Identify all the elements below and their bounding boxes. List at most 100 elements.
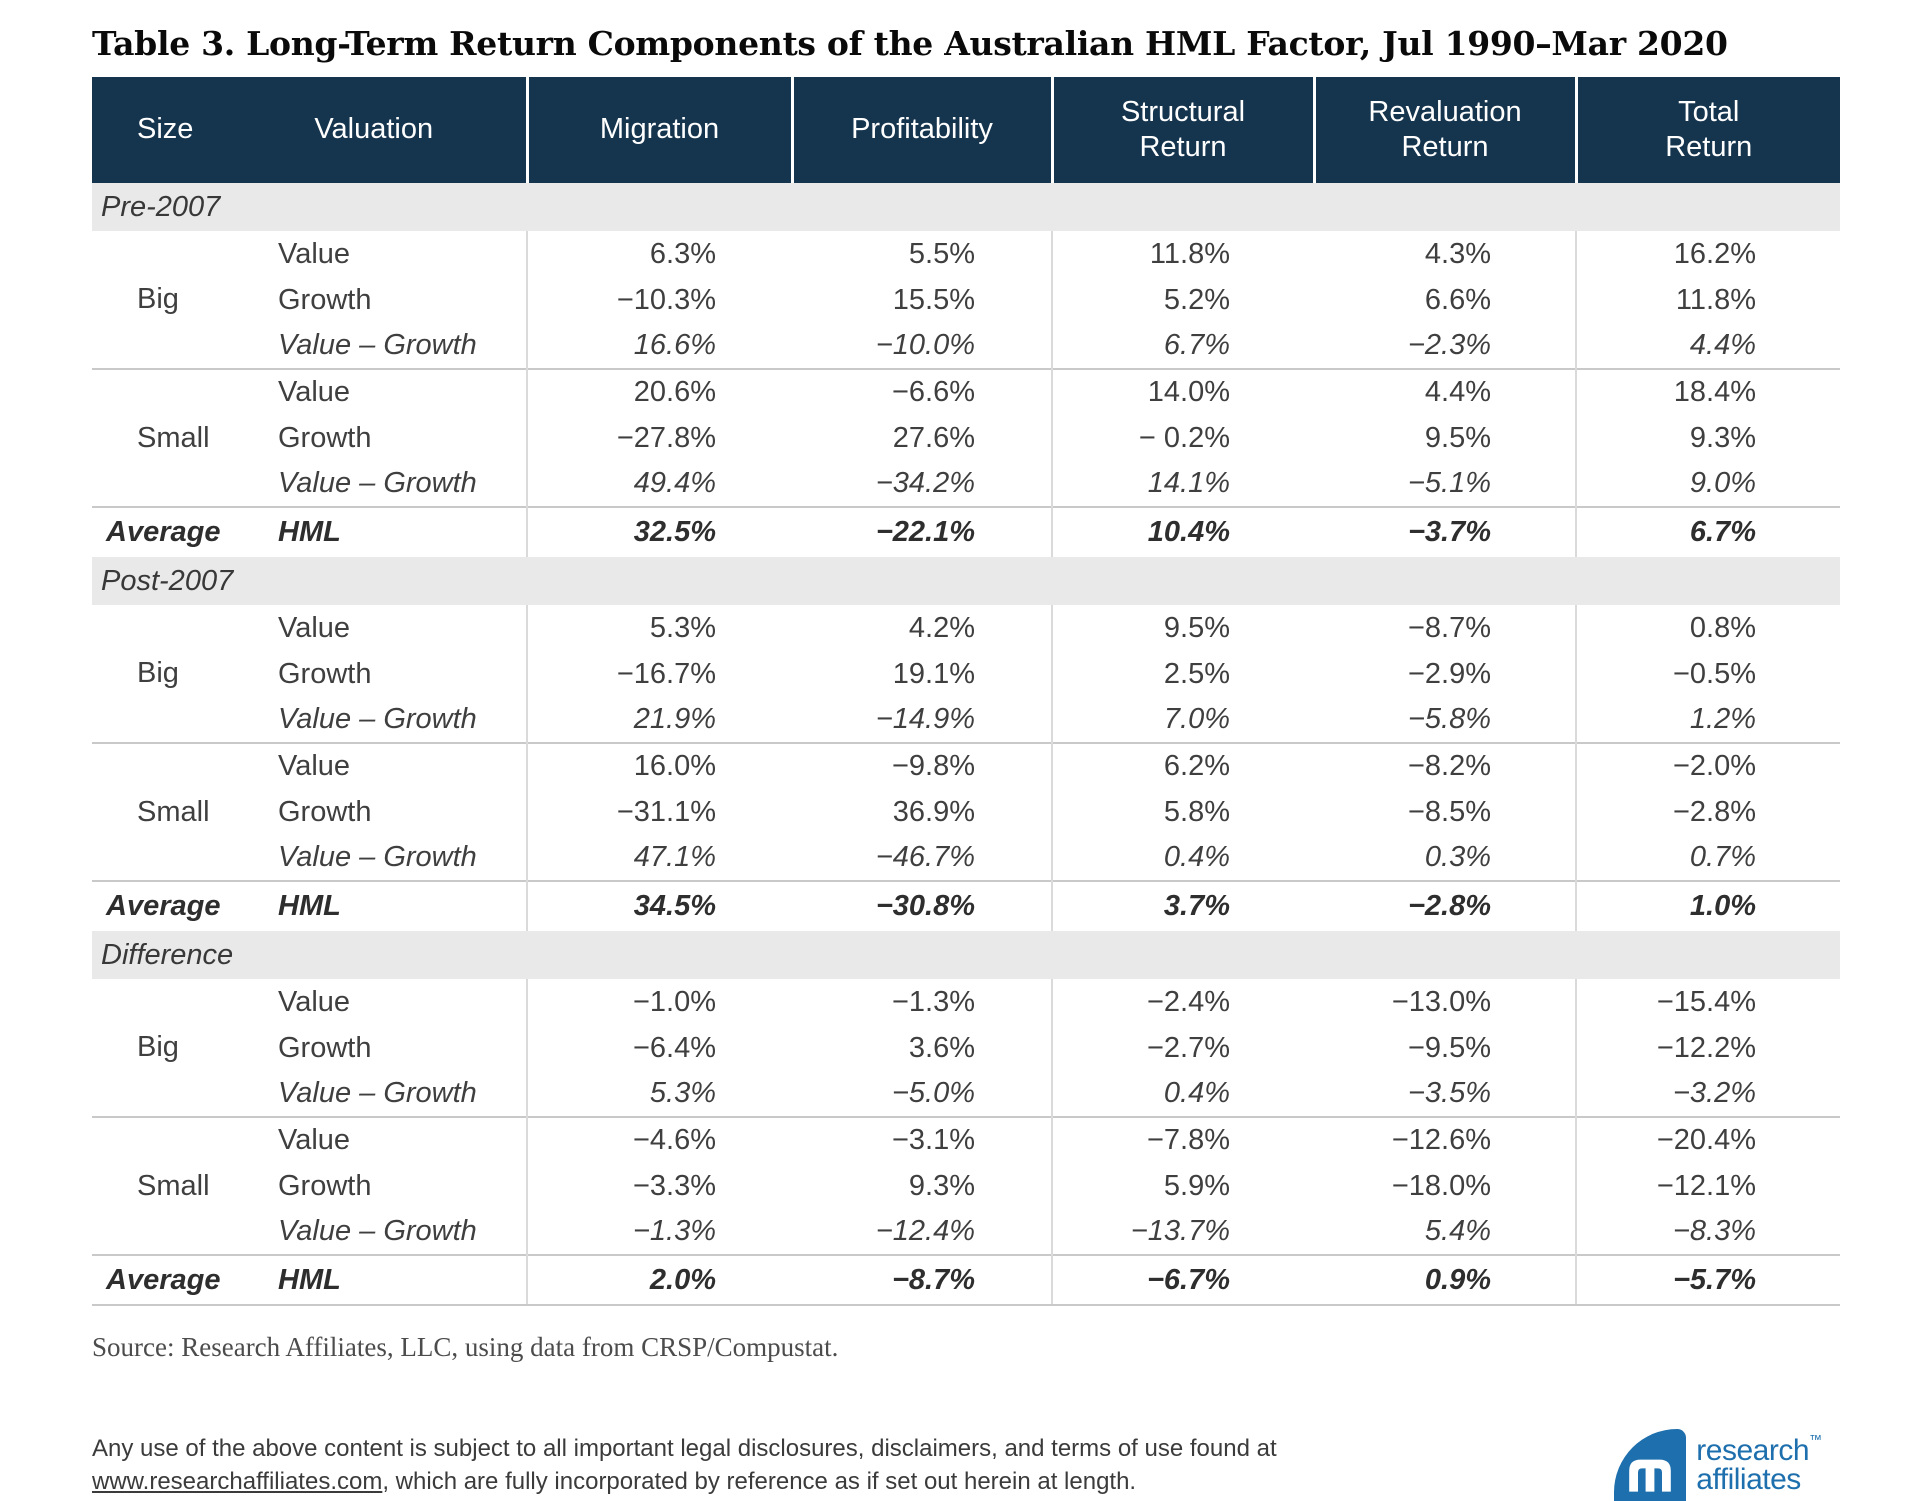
footer: Any use of the above content is subject …	[92, 1429, 1840, 1501]
value-cell: −6.4%	[527, 1025, 792, 1072]
value-cell: −3.1%	[792, 1116, 1053, 1164]
report-page: Table 3. Long-Term Return Components of …	[92, 0, 1840, 1501]
table-body: Pre-2007 Big Value 6.3% 5.5% 11.8% 4.3% 16.2% Gr…	[92, 183, 1840, 1307]
value-cell: −3.3%	[527, 1163, 792, 1210]
table-row: Small Value 16.0% −9.8% 6.2% −8.2% −2.0%	[92, 742, 1840, 882]
average-hml-cell: HML	[267, 1254, 528, 1307]
size-cell: Small	[92, 1116, 267, 1256]
average-row: Average HML 2.0% −8.7% −6.7% 0.9% −5.7%	[92, 1254, 1840, 1307]
valuation-cell: Growth	[267, 277, 528, 324]
table-row: Small Value 20.6% −6.6% 14.0% 4.4% 18.4%	[92, 368, 1840, 508]
value-cell: 16.6%	[527, 323, 792, 370]
value-cell: −8.3%	[1576, 1209, 1840, 1256]
valuation-cell: Growth	[267, 1163, 528, 1210]
value-cell: 5.8%	[1052, 789, 1314, 836]
header-size-valuation: Size Valuation	[92, 77, 527, 184]
average-value-cell: −6.7%	[1052, 1254, 1314, 1307]
average-value-cell: −22.1%	[792, 506, 1053, 558]
average-value-cell: −5.7%	[1576, 1254, 1840, 1307]
source-note: Source: Research Affiliates, LLC, using …	[92, 1332, 839, 1363]
value-cell: −1.0%	[527, 979, 792, 1026]
value-cell: −9.8%	[792, 742, 1053, 790]
value-cell: 9.5%	[1052, 605, 1314, 652]
valuation-cell: Value – Growth	[267, 835, 528, 882]
value-cell: −0.5%	[1576, 651, 1840, 698]
trademark-symbol: ™	[1809, 1431, 1822, 1447]
size-cell: Big	[92, 231, 267, 370]
average-row: Average HML 32.5% −22.1% 10.4% −3.7% 6.7%	[92, 506, 1840, 558]
average-label-cell: Average	[92, 1254, 267, 1307]
value-cell: 49.4%	[527, 461, 792, 508]
value-cell: −10.3%	[527, 277, 792, 324]
section-band-row: Difference	[92, 931, 1840, 980]
value-cell: 9.5%	[1314, 415, 1577, 462]
value-cell: −2.3%	[1314, 323, 1577, 370]
value-cell: 18.4%	[1576, 368, 1840, 416]
value-cell: −27.8%	[527, 415, 792, 462]
value-cell: 2.5%	[1052, 651, 1314, 698]
value-cell: −15.4%	[1576, 979, 1840, 1026]
value-cell: −13.0%	[1314, 979, 1577, 1026]
value-cell: −13.7%	[1052, 1209, 1314, 1256]
header-migration: Migration	[525, 77, 792, 184]
value-cell: −12.4%	[792, 1209, 1053, 1256]
value-cell: 19.1%	[792, 651, 1053, 698]
value-cell: −10.0%	[792, 323, 1053, 370]
disclaimer-text-after: , which are fully incorporated by refere…	[382, 1468, 1137, 1496]
value-cell: 5.3%	[527, 605, 792, 652]
average-value-cell: −3.7%	[1314, 506, 1577, 558]
valuation-cell: Value	[267, 605, 528, 652]
value-cell: 27.6%	[792, 415, 1053, 462]
table-row: Value – Growth 49.4% −34.2% 14.1% −5.1% 9.0%	[92, 461, 1840, 508]
value-cell: 3.6%	[792, 1025, 1053, 1072]
value-cell: −12.1%	[1576, 1163, 1840, 1210]
valuation-cell: Value – Growth	[267, 697, 528, 744]
table-row: Value – Growth 21.9% −14.9% 7.0% −5.8% 1.2%	[92, 697, 1840, 744]
table-row: Value – Growth −1.3% −12.4% −13.7% 5.4% −8.3%	[92, 1209, 1840, 1256]
value-cell: −3.5%	[1314, 1071, 1577, 1118]
value-cell: 5.3%	[527, 1071, 792, 1118]
average-value-cell: 34.5%	[527, 880, 792, 932]
average-row: Average HML 34.5% −30.8% 3.7% −2.8% 1.0%	[92, 880, 1840, 932]
value-cell: 0.8%	[1576, 605, 1840, 652]
value-cell: 36.9%	[792, 789, 1053, 836]
value-cell: −5.0%	[792, 1071, 1053, 1118]
value-cell: −12.6%	[1314, 1116, 1577, 1164]
valuation-cell: Value – Growth	[267, 1209, 528, 1256]
value-cell: −9.5%	[1314, 1025, 1577, 1072]
table-row: Growth −6.4% 3.6% −2.7% −9.5% −12.2%	[92, 1025, 1840, 1072]
table-row: Big Value 5.3% 4.2% 9.5% −8.7% 0.8%	[92, 605, 1840, 744]
value-cell: 16.2%	[1576, 231, 1840, 278]
value-cell: 0.3%	[1314, 835, 1577, 882]
average-value-cell: 1.0%	[1576, 880, 1840, 932]
value-cell: −46.7%	[792, 835, 1053, 882]
table-row: Big Value −1.0% −1.3% −2.4% −13.0% −15.4%	[92, 979, 1840, 1118]
value-cell: 6.3%	[527, 231, 792, 278]
value-cell: −6.6%	[792, 368, 1053, 416]
table-row: Growth −3.3% 9.3% 5.9% −18.0% −12.1%	[92, 1163, 1840, 1210]
value-cell: −18.0%	[1314, 1163, 1577, 1210]
value-cell: 15.5%	[792, 277, 1053, 324]
value-cell: 6.6%	[1314, 277, 1577, 324]
value-cell: −2.4%	[1052, 979, 1314, 1026]
section-band-label: Post-2007	[92, 557, 1840, 606]
valuation-cell: Growth	[267, 651, 528, 698]
value-cell: 5.2%	[1052, 277, 1314, 324]
value-cell: −12.2%	[1576, 1025, 1840, 1072]
average-label-cell: Average	[92, 506, 267, 558]
researchaffiliates-link[interactable]: www.researchaffiliates.com	[92, 1468, 383, 1496]
value-cell: −8.5%	[1314, 789, 1577, 836]
table-row: Value – Growth 47.1% −46.7% 0.4% 0.3% 0.7%	[92, 835, 1840, 882]
value-cell: 0.4%	[1052, 835, 1314, 882]
valuation-cell: Growth	[267, 1025, 528, 1072]
value-cell: 14.1%	[1052, 461, 1314, 508]
value-cell: 6.7%	[1052, 323, 1314, 370]
value-cell: −7.8%	[1052, 1116, 1314, 1164]
section-band-row: Post-2007	[92, 557, 1840, 606]
average-value-cell: 6.7%	[1576, 506, 1840, 558]
valuation-cell: Value	[267, 368, 528, 416]
table-row: Growth −31.1% 36.9% 5.8% −8.5% −2.8%	[92, 789, 1840, 836]
value-cell: −8.7%	[1314, 605, 1577, 652]
valuation-cell: Value	[267, 231, 528, 278]
valuation-cell: Value – Growth	[267, 1071, 528, 1118]
